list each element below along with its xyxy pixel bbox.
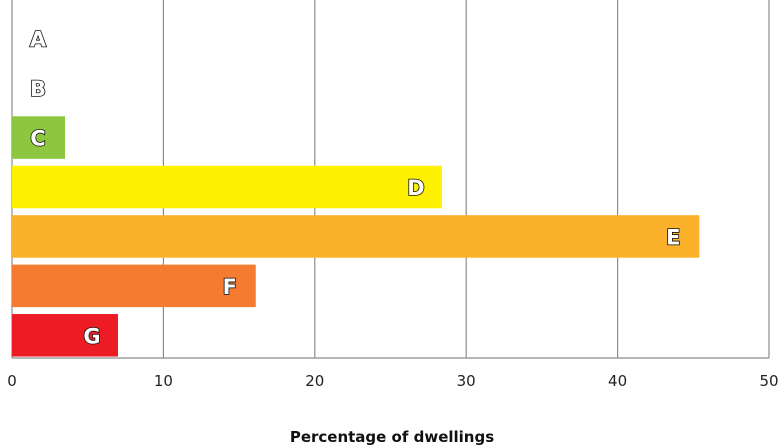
bar-label-f: F: [223, 275, 237, 299]
bar-label-e: E: [666, 225, 680, 249]
bar-g: [12, 314, 118, 357]
bar-label-b: B: [30, 77, 46, 101]
x-tick-label: 40: [608, 372, 627, 390]
x-tick-label: 50: [759, 372, 778, 390]
bar-label-c: C: [30, 127, 45, 151]
bar-e: [12, 215, 700, 258]
bar-d: [12, 165, 442, 209]
bar-f: [12, 264, 256, 308]
bar-label-a: A: [30, 28, 47, 52]
bar-label-d: D: [407, 176, 424, 200]
x-axis-ticks: 0 10 20 30 40 50: [7, 372, 778, 390]
x-tick-label: 10: [154, 372, 173, 390]
bar-c: [12, 116, 65, 159]
x-axis-title: Percentage of dwellings: [290, 428, 494, 446]
bar-label-g: G: [83, 324, 100, 348]
x-tick-label: 0: [7, 372, 17, 390]
bar-labels: A B C D E F G: [29, 27, 681, 349]
bars: [12, 116, 700, 357]
x-tick-label: 20: [305, 372, 324, 390]
grid-lines: [11, 0, 770, 359]
x-tick-label: 30: [457, 372, 476, 390]
